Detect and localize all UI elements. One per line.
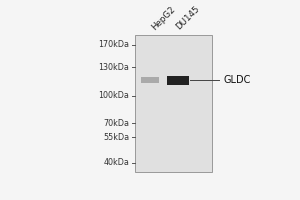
- Text: GLDC: GLDC: [224, 75, 251, 85]
- Bar: [135, 35, 212, 172]
- Bar: [167, 76, 189, 85]
- Text: HepG2: HepG2: [150, 4, 177, 32]
- Text: 100kDa: 100kDa: [98, 91, 129, 100]
- Text: 70kDa: 70kDa: [103, 119, 129, 128]
- Bar: [141, 77, 159, 83]
- Text: 40kDa: 40kDa: [103, 158, 129, 167]
- Text: 170kDa: 170kDa: [98, 40, 129, 49]
- Text: DU145: DU145: [174, 4, 201, 32]
- Text: 55kDa: 55kDa: [103, 133, 129, 142]
- Text: 130kDa: 130kDa: [98, 63, 129, 72]
